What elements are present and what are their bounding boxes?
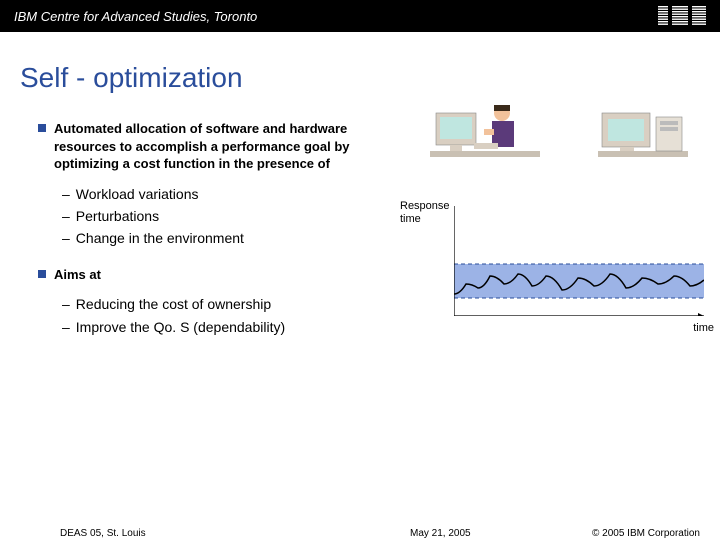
content-left: Automated allocation of software and har… [38,120,378,338]
bullet-2: Aims at [38,266,378,284]
square-bullet-icon [38,124,46,132]
header-bar: IBM Centre for Advanced Studies, Toronto [0,0,720,32]
slide-title: Self - optimization [20,62,243,94]
sub-bullet: –Perturbations [62,205,378,227]
bullet-1: Automated allocation of software and har… [38,120,378,173]
slide: IBM Centre for Advanced Studies, Toronto… [0,0,720,540]
header-title: IBM Centre for Advanced Studies, Toronto [14,9,257,24]
workstation-illustration [430,95,690,175]
ibm-logo-icon [658,6,706,26]
sub-bullet: –Change in the environment [62,227,378,249]
sub-bullet: –Reducing the cost of ownership [62,293,378,315]
bullet-2-text: Aims at [54,266,101,284]
response-time-chart: Response time time [400,200,710,330]
chart-x-label: time [693,322,714,334]
sub-bullet: –Workload variations [62,183,378,205]
bullet-1-sublist: –Workload variations–Perturbations–Chang… [62,183,378,250]
sub-bullet: –Improve the Qo. S (dependability) [62,316,378,338]
chart-y-label: Response time [400,200,450,226]
footer-left: DEAS 05, St. Louis [60,528,146,539]
bullet-2-sublist: –Reducing the cost of ownership–Improve … [62,293,378,338]
footer-right: © 2005 IBM Corporation [592,528,700,539]
chart-plot [454,206,704,316]
footer-mid: May 21, 2005 [410,528,471,539]
bullet-1-text: Automated allocation of software and har… [54,120,378,173]
square-bullet-icon [38,270,46,278]
